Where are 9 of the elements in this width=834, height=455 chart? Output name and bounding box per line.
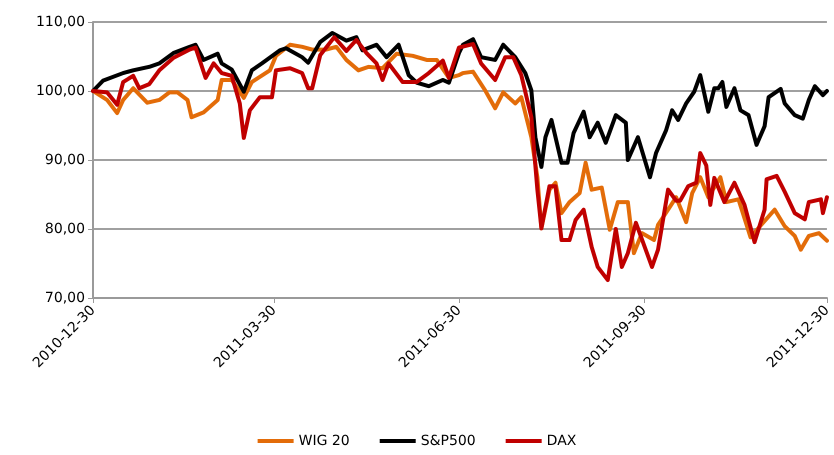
legend-label: S&P500 [420,433,476,449]
legend-label: DAX [546,433,577,449]
y-tick-label: 80,00 [44,221,85,237]
legend-label: WIG 20 [298,433,350,449]
y-tick-label: 70,00 [44,290,85,306]
y-tick-label: 110,00 [36,14,85,30]
y-tick-label: 100,00 [36,83,85,99]
y-tick-label: 90,00 [44,152,85,168]
line-series [91,31,829,180]
